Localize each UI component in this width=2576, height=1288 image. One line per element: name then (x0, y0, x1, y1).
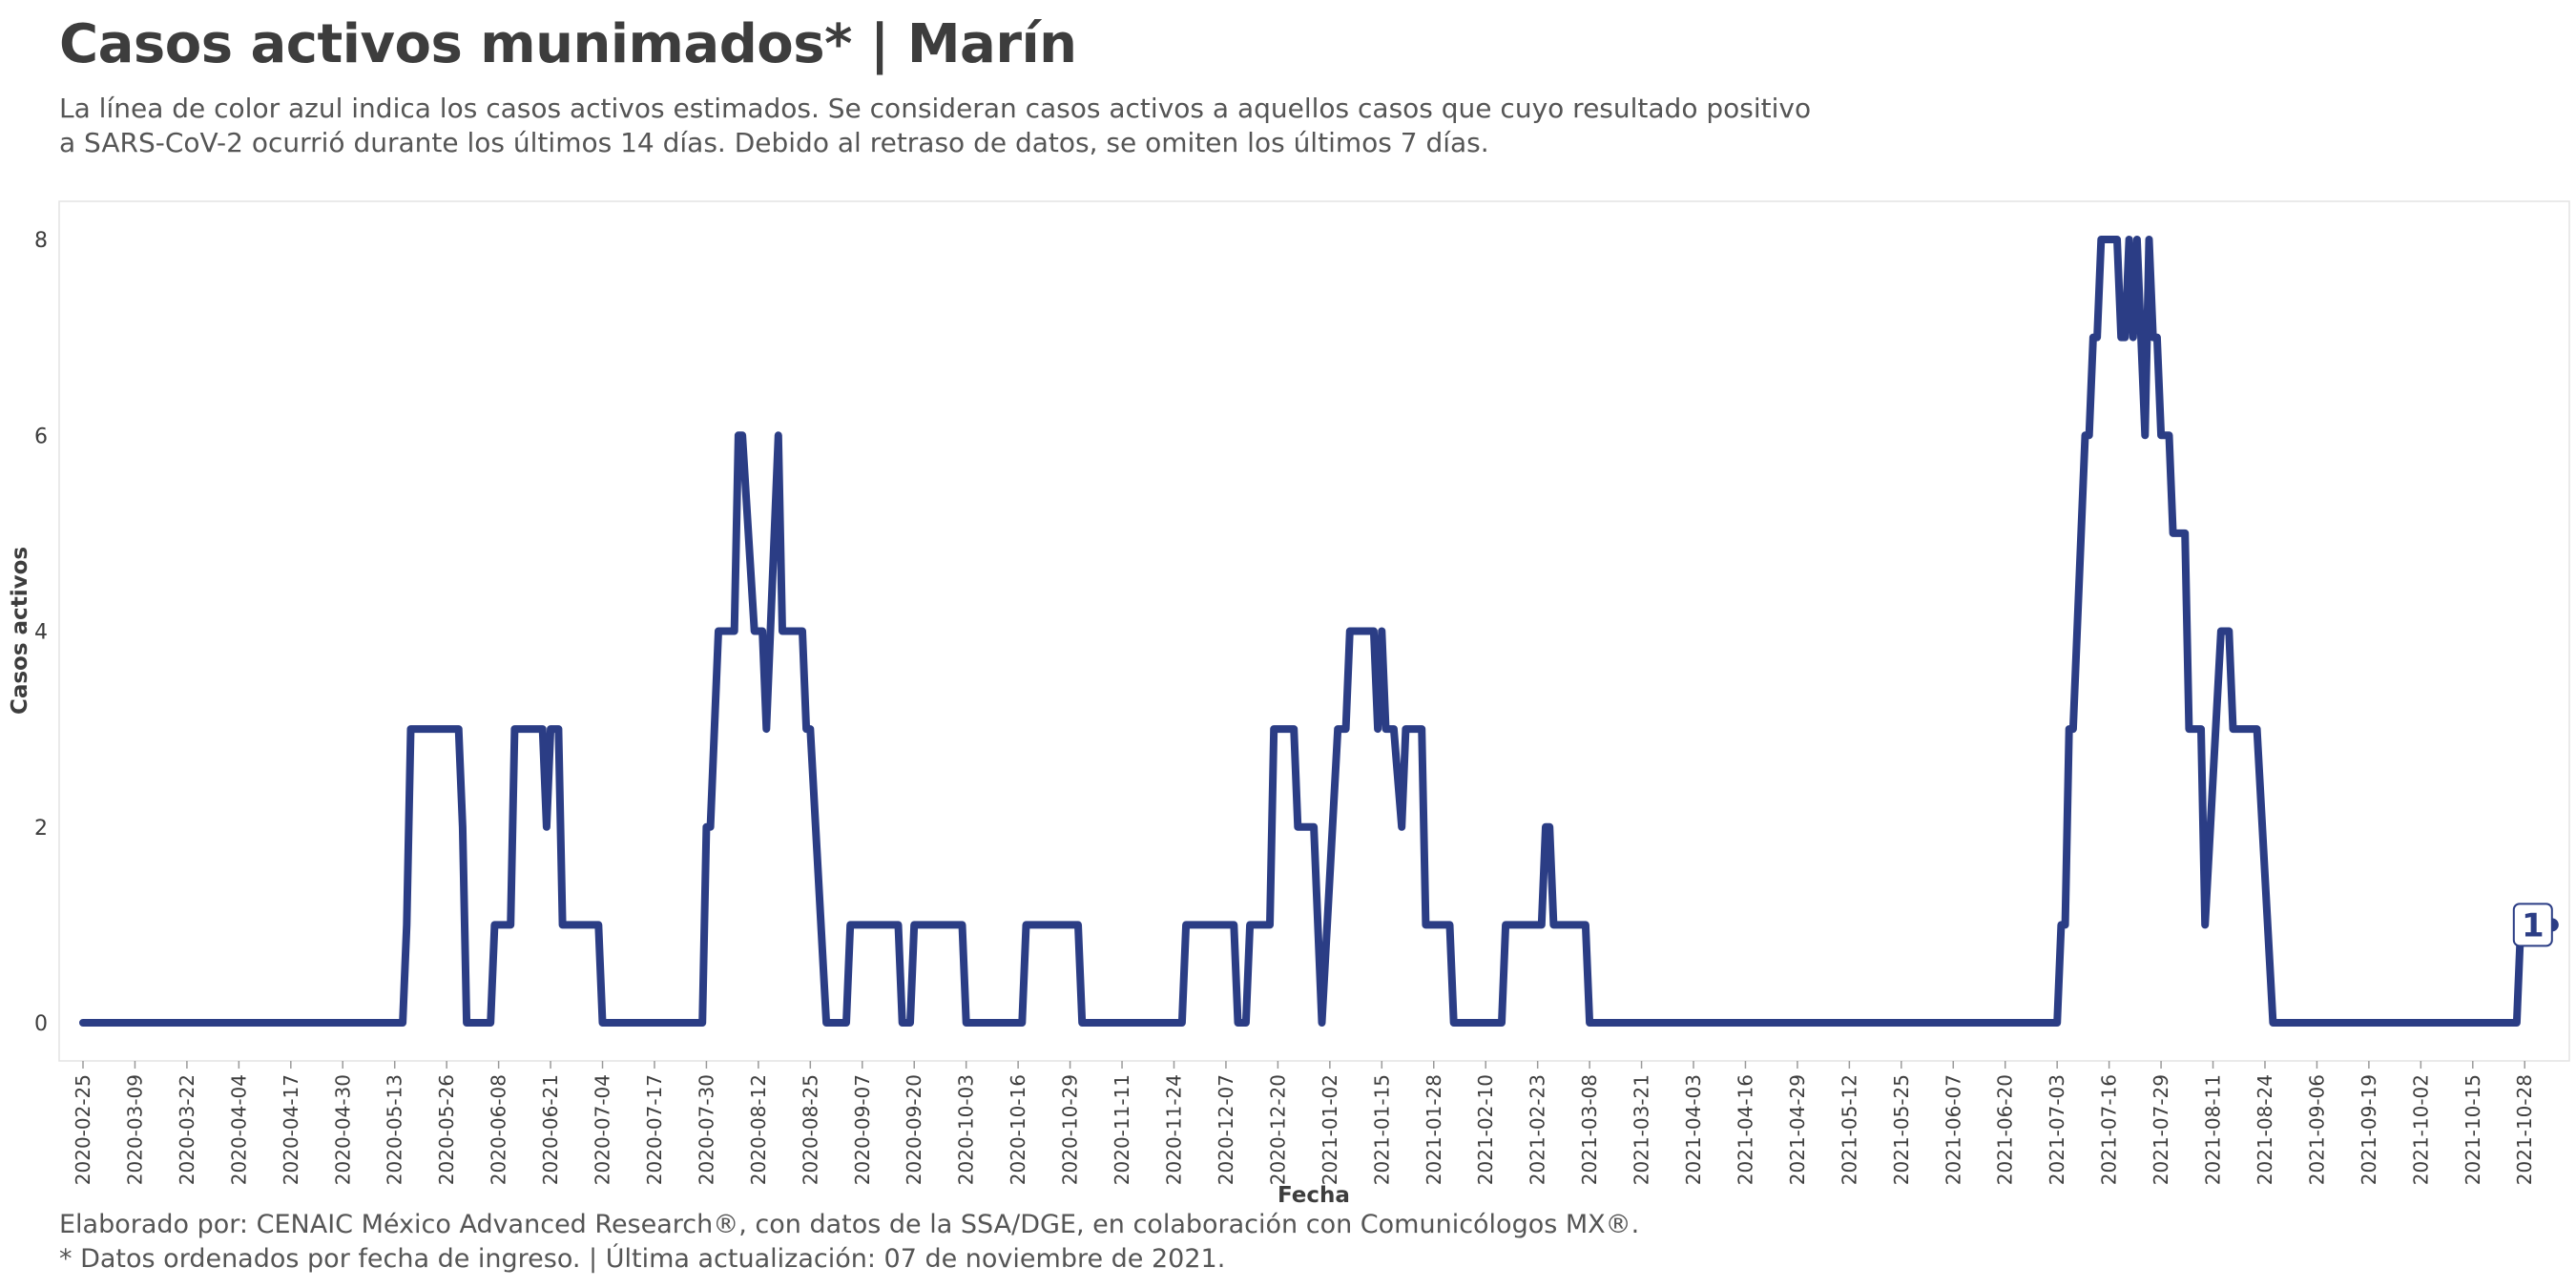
x-tick-label: 2020-09-07 (851, 1074, 874, 1185)
last-value-label-box (2512, 903, 2553, 947)
x-tick-label: 2021-06-07 (1942, 1074, 1964, 1185)
x-tick-label: 2020-11-24 (1162, 1074, 1185, 1185)
x-tick-label: 2020-02-25 (72, 1074, 94, 1185)
x-tick-label: 2021-01-15 (1370, 1074, 1393, 1185)
x-tick-label: 2020-11-11 (1111, 1074, 1133, 1185)
y-tick-label: 6 (34, 425, 48, 448)
x-tick-label: 2020-03-09 (123, 1074, 146, 1185)
x-tick-label: 2021-06-20 (1994, 1074, 2017, 1185)
x-tick-label: 2020-07-04 (592, 1074, 614, 1185)
x-tick-label: 2021-07-03 (2046, 1074, 2068, 1185)
x-tick-label: 2021-10-28 (2513, 1074, 2536, 1185)
x-tick-label: 2020-06-08 (488, 1074, 510, 1185)
x-tick-label: 2021-04-16 (1734, 1074, 1756, 1185)
x-tick-label: 2021-08-24 (2254, 1074, 2276, 1185)
x-tick-label: 2020-04-04 (227, 1074, 250, 1185)
x-tick-label: 2020-03-22 (176, 1074, 198, 1185)
x-tick-label: 2021-01-02 (1319, 1074, 1341, 1185)
x-tick-label: 2021-09-19 (2358, 1074, 2380, 1185)
x-tick-label: 2020-04-30 (331, 1074, 354, 1185)
x-tick-label: 2020-08-12 (747, 1074, 770, 1185)
x-tick-label: 2020-10-29 (1059, 1074, 1082, 1185)
x-tick-label: 2021-10-15 (2462, 1074, 2484, 1185)
x-tick-label: 2020-12-07 (1215, 1074, 1237, 1185)
x-tick-label: 2021-10-02 (2409, 1074, 2432, 1185)
x-tick-label: 2021-01-28 (1423, 1074, 1445, 1185)
x-tick-label: 2021-05-12 (1838, 1074, 1860, 1185)
y-tick-label: 4 (34, 621, 48, 645)
x-tick-label: 2021-05-25 (1890, 1074, 1913, 1185)
x-tick-label: 2021-07-16 (2098, 1074, 2121, 1185)
x-axis-ticks: 2020-02-25 2020-03-09 2020-03-22 2020-04-04… (72, 1061, 2536, 1185)
x-tick-label: 2020-05-13 (384, 1074, 406, 1185)
active-cases-line (79, 236, 2541, 1027)
x-tick-label: 2021-03-21 (1631, 1074, 1653, 1185)
subtitle-line-1: La línea de color azul indica los casos … (59, 93, 1812, 124)
plot-panel (58, 200, 2570, 1062)
x-tick-label: 2020-09-20 (903, 1074, 925, 1185)
x-tick-label: 2021-02-23 (1527, 1074, 1549, 1185)
y-axis-label: Casos activos (8, 547, 32, 715)
x-tick-label: 2020-07-17 (643, 1074, 666, 1185)
x-tick-label: 2021-09-06 (2305, 1074, 2328, 1185)
x-tick-label: 2020-07-30 (695, 1074, 717, 1185)
x-tick-label: 2020-08-25 (799, 1074, 821, 1185)
last-value-label: 1 (2522, 906, 2545, 945)
footer-credits: Elaborado por: CENAIC México Advanced Re… (59, 1208, 1639, 1277)
footer-line-1: Elaborado por: CENAIC México Advanced Re… (59, 1210, 1640, 1239)
x-tick-label: 2020-04-17 (280, 1074, 302, 1185)
x-tick-label: 2021-04-03 (1682, 1074, 1705, 1185)
chart-title: Casos activos munimados* | Marín (59, 13, 1077, 75)
y-tick-label: 0 (34, 1012, 48, 1036)
x-tick-label: 2020-12-20 (1266, 1074, 1289, 1185)
x-tick-label: 2020-06-21 (539, 1074, 562, 1185)
x-tick-label: 2021-04-29 (1786, 1074, 1809, 1185)
footer-line-2: * Datos ordenados por fecha de ingreso. … (59, 1244, 1226, 1274)
y-tick-label: 2 (34, 817, 48, 841)
x-tick-label: 2020-05-26 (435, 1074, 458, 1185)
x-tick-label: 2020-10-16 (1007, 1074, 1029, 1185)
x-tick-label: 2021-08-11 (2202, 1074, 2225, 1185)
x-tick-label: 2021-03-08 (1578, 1074, 1601, 1185)
x-axis-label: Fecha (1278, 1183, 1350, 1208)
x-tick-label: 2021-07-29 (2150, 1074, 2172, 1185)
x-tick-label: 2020-10-03 (955, 1074, 978, 1185)
chart-subtitle: La línea de color azul indica los casos … (59, 92, 1872, 160)
subtitle-line-2: a SARS-CoV-2 ocurrió durante los últimos… (59, 127, 1489, 158)
y-tick-label: 8 (34, 229, 48, 253)
x-tick-label: 2021-02-10 (1474, 1074, 1497, 1185)
y-axis-ticks: 0 2 4 6 8 (34, 229, 48, 1036)
